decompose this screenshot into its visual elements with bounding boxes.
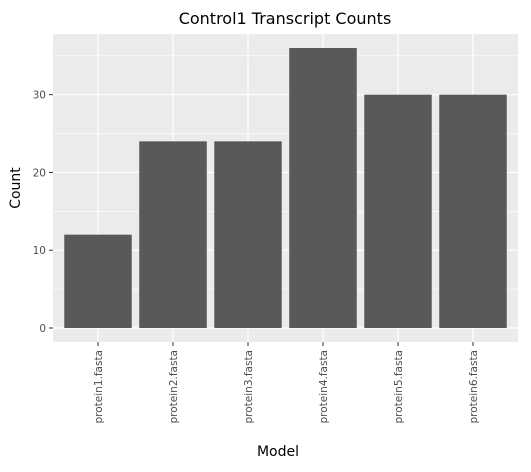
bar-protein1-fasta [64,234,132,328]
chart-title: Control1 Transcript Counts [179,9,392,28]
y-tick-label: 20 [33,167,46,179]
x-tick-label: protein4.fasta [318,350,330,424]
bar-protein4-fasta [289,48,357,328]
x-axis: protein1.fasta protein2.fasta protein3.fas… [93,342,480,424]
y-axis-label: Count [8,167,24,209]
y-tick-label: 30 [33,90,46,102]
bar-protein3-fasta [214,141,282,328]
x-tick-label: protein3.fasta [243,350,255,424]
y-tick-label: 0 [39,323,46,335]
bar-protein2-fasta [139,141,207,328]
bar-protein5-fasta [364,94,432,329]
y-axis: 0 10 20 30 [33,90,53,335]
bar-protein6-fasta [439,94,507,329]
x-tick-label: protein5.fasta [393,350,405,424]
x-tick-label: protein2.fasta [168,350,180,424]
x-tick-label: protein1.fasta [93,350,105,424]
y-tick-label: 10 [33,245,46,257]
x-tick-label: protein6.fasta [468,350,480,424]
x-axis-label: Model [257,444,299,460]
bars [64,48,507,329]
